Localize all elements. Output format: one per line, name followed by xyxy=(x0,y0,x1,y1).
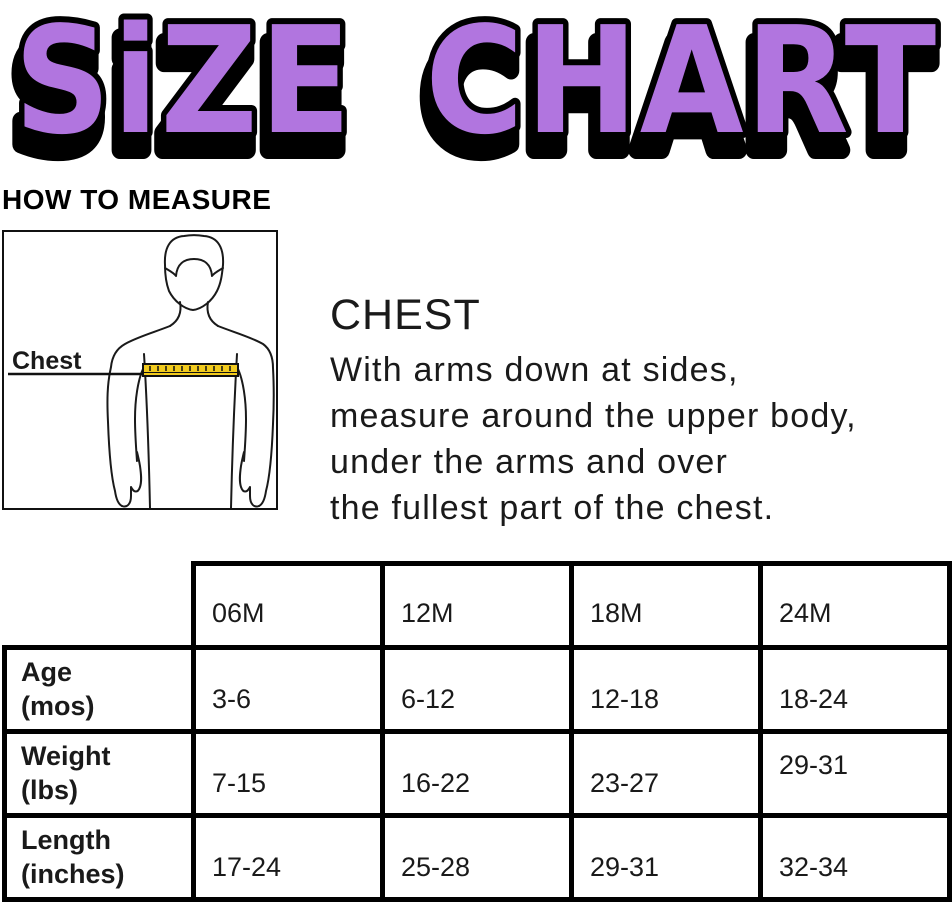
figure-neck-right xyxy=(206,301,219,327)
cell-age-06m: 3-6 xyxy=(191,645,385,734)
cell-weight-24m: 29-31 xyxy=(758,729,952,818)
cell-age-18m: 12-18 xyxy=(569,645,763,734)
chest-instructions: CHEST With arms down at sides, measure a… xyxy=(330,291,950,531)
size-chart-title-shadow: SiZE CHART xyxy=(10,13,934,165)
cell-weight-12m: 16-22 xyxy=(380,729,574,818)
row-label: Age xyxy=(21,656,73,687)
table-row-age: Age (mos) 3-6 6-12 12-18 18-24 xyxy=(2,645,952,734)
column-header-24m: 24M xyxy=(758,561,952,650)
row-label: Weight xyxy=(21,740,111,771)
cell-age-24m: 18-24 xyxy=(758,645,952,734)
figure-neck-left xyxy=(169,301,182,327)
figure-left-arm xyxy=(106,325,171,507)
cell-length-06m: 17-24 xyxy=(191,813,385,902)
chest-instruction-line-2: measure around the upper body, xyxy=(330,397,857,436)
row-header-length: Length (inches) xyxy=(2,813,196,902)
chest-section-heading: CHEST xyxy=(330,291,481,339)
figure-left-hand xyxy=(121,451,143,508)
row-unit: (mos) xyxy=(21,690,95,721)
how-to-measure-heading: HOW TO MEASURE xyxy=(2,184,272,215)
row-unit: (inches) xyxy=(21,858,125,889)
figure-right-arm xyxy=(217,325,275,507)
figure-right-inner-arm xyxy=(237,368,247,462)
chest-instruction-line-4: the fullest part of the chest. xyxy=(330,489,775,528)
cell-length-18m: 29-31 xyxy=(569,813,763,902)
figure-left-inner-arm xyxy=(134,368,144,462)
row-header-weight: Weight (lbs) xyxy=(2,729,196,818)
cell-weight-18m: 23-27 xyxy=(569,729,763,818)
row-header-age: Age (mos) xyxy=(2,645,196,734)
measure-figure: Chest xyxy=(8,234,275,508)
chest-label: Chest xyxy=(12,347,82,375)
cell-age-12m: 6-12 xyxy=(380,645,574,734)
cell-weight-06m: 7-15 xyxy=(191,729,385,818)
table-row-length: Length (inches) 17-24 25-28 29-31 32-34 xyxy=(2,813,952,902)
figure-left-torso xyxy=(143,353,151,508)
figure-right-torso xyxy=(230,353,238,508)
column-header-18m: 18M xyxy=(569,561,763,650)
column-header-06m: 06M xyxy=(191,561,385,650)
table-row-weight: Weight (lbs) 7-15 16-22 23-27 29-31 xyxy=(2,729,952,818)
size-table: 06M 12M 18M 24M Age (mos) 3-6 6-12 12-18… xyxy=(2,561,952,902)
row-unit: (lbs) xyxy=(21,774,78,805)
chest-tape xyxy=(142,363,239,377)
table-blank-corner xyxy=(4,563,196,650)
size-chart-title-art: SiZE CHART SiZE CHART xyxy=(1,0,942,165)
cell-length-12m: 25-28 xyxy=(380,813,574,902)
measure-diagram-box: Chest xyxy=(2,230,278,510)
row-label: Length xyxy=(21,824,111,855)
figure-head xyxy=(163,234,225,311)
column-header-12m: 12M xyxy=(380,561,574,650)
size-chart-title-block: SiZE CHART SiZE CHART xyxy=(0,0,952,165)
size-chart-title: SiZE CHART xyxy=(14,0,938,165)
figure-hairline xyxy=(164,258,224,277)
chest-instruction-line-3: under the arms and over xyxy=(330,443,729,482)
cell-length-24m: 32-34 xyxy=(758,813,952,902)
size-table-header-row: 06M 12M 18M 24M xyxy=(4,561,952,650)
figure-right-hand xyxy=(238,451,260,508)
chest-instruction-line-1: With arms down at sides, xyxy=(330,351,739,390)
